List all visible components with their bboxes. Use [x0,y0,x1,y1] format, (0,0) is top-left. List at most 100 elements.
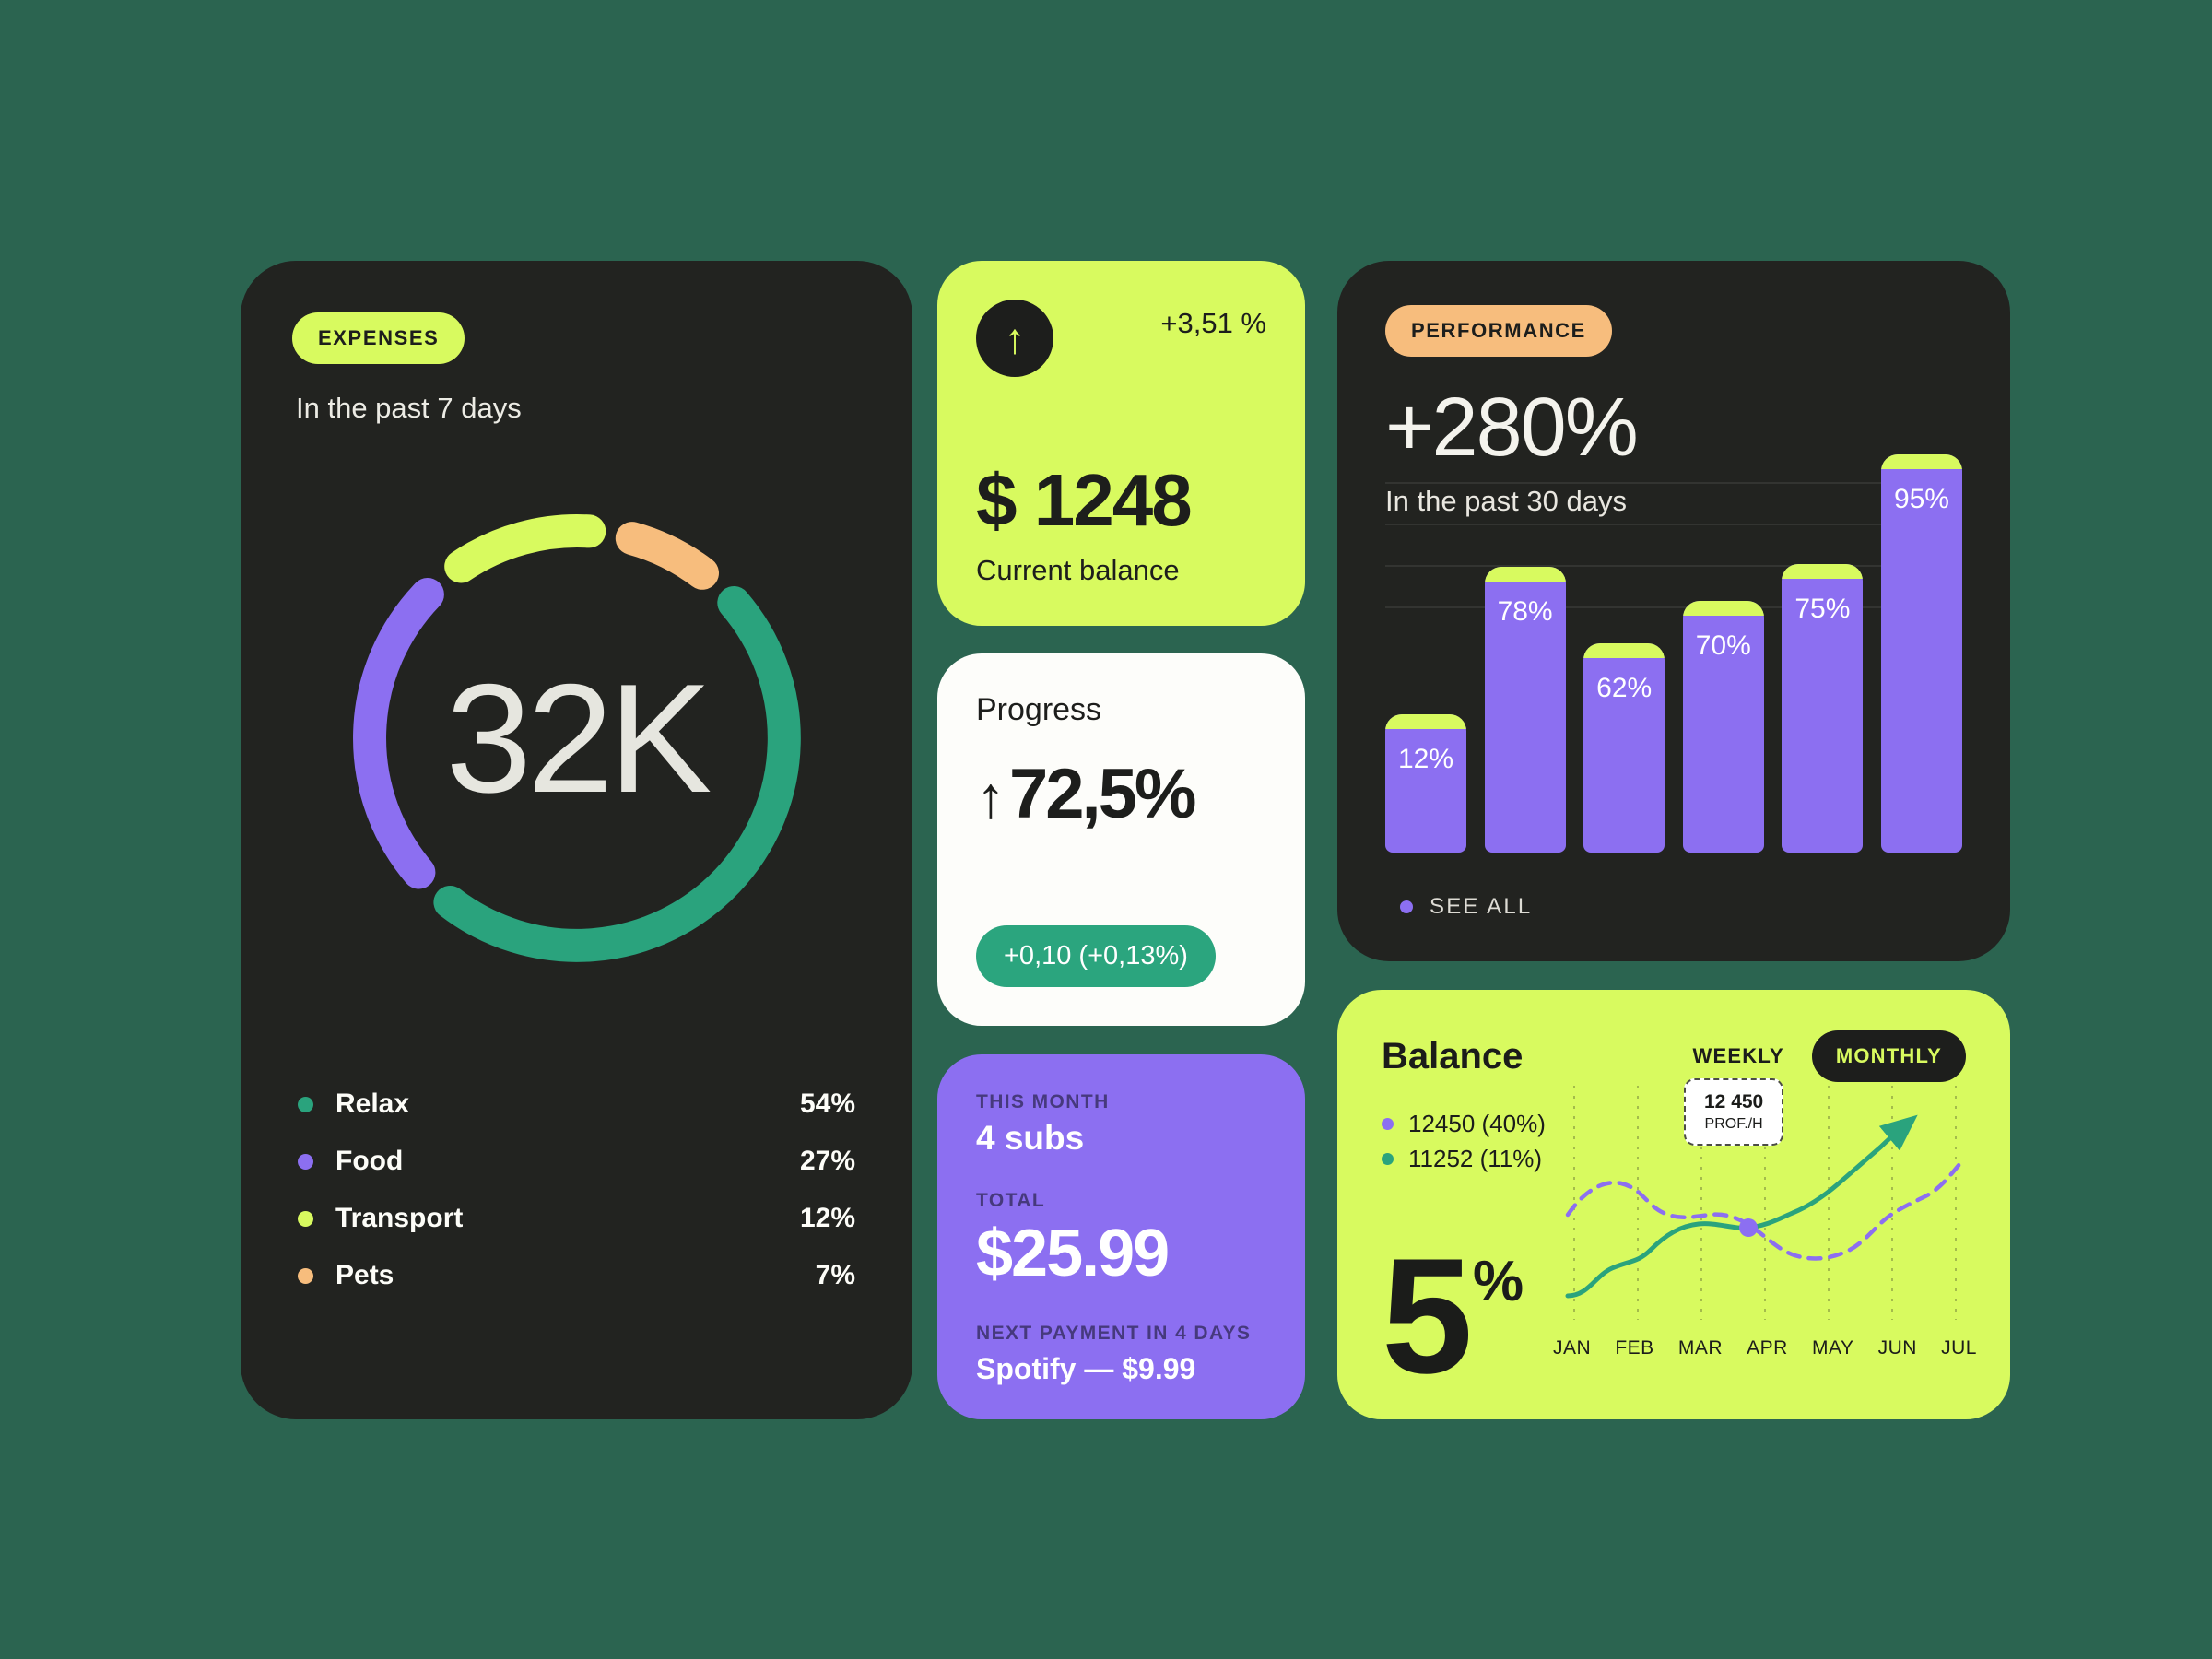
legend-value: 12% [799,1203,855,1233]
balance-amount: $ 1248 [976,459,1193,541]
subs-next-payment: Spotify — $9.99 [976,1352,1196,1385]
bar-3: 62% [1583,643,1665,853]
legend-item-pets: Pets 7% [298,1247,855,1304]
bar-value-label: 12% [1397,744,1454,774]
bar-value-label: 62% [1596,673,1653,703]
month-label: JUN [1877,1337,1917,1359]
balance-title: Balance [1382,1035,1524,1077]
donut-segment-food [352,578,444,889]
performance-subtitle: In the past 30 days [1385,485,1627,517]
subs-next-label: NEXT PAYMENT IN 4 DAYS [976,1323,1252,1344]
series2-label: 11252 (11%) [1408,1144,1543,1172]
chart-marker-dot [1739,1218,1758,1237]
progress-delta-pill: +0,10 (+0,13%) [976,925,1216,987]
bar-cap [1484,567,1566,582]
legend-item-series1: 12450 (40%) [1382,1106,1966,1141]
subs-total-label: TOTAL [976,1189,1046,1211]
bar-value-label: 75% [1794,594,1851,624]
legend-item-relax: Relax 54% [298,1076,855,1133]
legend-value: 27% [799,1146,855,1176]
performance-bar-chart: 12% 78% 62% 70% 75% 95% [1385,447,1962,853]
performance-headline: +280% [1385,382,1639,474]
subs-count: 4 subs [976,1119,1085,1157]
transport-dot-icon [298,1210,313,1227]
legend-item-series2: 11252 (11%) [1382,1141,1966,1176]
chart-tooltip: 12 450 PROF./H [1684,1078,1784,1146]
big-value-number: 5 [1382,1224,1473,1408]
current-balance-card: ↑ +3,51 % $ 1248 Current balance [937,261,1305,626]
expenses-legend: Relax 54% Food 27% Transport 12% Pets 7% [292,1076,861,1304]
expenses-subtitle: In the past 7 days [296,392,522,424]
balance-big-value: 5 % [1382,1224,1524,1408]
balance-chart-card: Balance WEEKLY MONTHLY 12450 (40%) 11252… [1337,990,2010,1419]
bar-cap [1385,714,1466,729]
bar-6: 95% [1880,454,1962,853]
gridline [1385,482,1962,484]
bar-1: 12% [1385,714,1466,853]
bar-5: 75% [1782,564,1864,853]
bar-2: 78% [1484,567,1566,853]
expenses-badge: EXPENSES [292,312,465,364]
legend-label: Pets [335,1260,394,1290]
month-axis: JAN FEB MAR APR MAY JUN JUL [1553,1337,1977,1359]
month-label: APR [1747,1337,1788,1359]
see-all-button[interactable]: SEE ALL [1394,893,1537,921]
donut-segment-relax [432,586,801,962]
balance-label: Current balance [976,554,1180,586]
arrow-up-icon: ↑ [976,764,1006,830]
balance-top-row: ↑ +3,51 % [976,300,1266,377]
donut-center-value: 32K [445,651,712,825]
balance-line-chart: 12 450 PROF./H JAN FEB MAR APR MAY JUN J… [1553,1078,1977,1382]
legend-item-transport: Transport 12% [298,1190,855,1247]
performance-badge: PERFORMANCE [1385,305,1612,357]
period-toggle: WEEKLY MONTHLY [1688,1030,1966,1082]
arrow-up-icon: ↑ [976,300,1053,377]
donut-segment-pets [615,522,719,590]
month-label: FEB [1615,1337,1654,1359]
subs-total-amount: $25.99 [976,1216,1170,1290]
gridline [1385,565,1962,567]
bar-value-label: 78% [1497,596,1553,627]
arrow-up-glyph: ↑ [1004,314,1026,362]
series2-dot-icon [1382,1152,1394,1165]
expenses-card: EXPENSES In the past 7 days 32K Relax 54… [241,261,912,1419]
performance-card: PERFORMANCE +280% In the past 30 days 12… [1337,261,2010,961]
bar-value-label: 95% [1893,484,1949,514]
bar-cap [1583,643,1665,658]
line-chart-svg [1565,1086,1963,1320]
weekly-button[interactable]: WEEKLY [1688,1043,1790,1069]
series-solid-line [1565,1114,1918,1299]
month-label: JUL [1941,1337,1977,1359]
progress-title: Progress [976,692,1102,727]
legend-value: 7% [815,1260,855,1290]
see-all-label: SEE ALL [1430,894,1533,919]
month-gridlines [1573,1086,1957,1320]
balance-legend: 12450 (40%) 11252 (11%) [1382,1106,1966,1176]
see-all-dot-icon [1400,900,1413,913]
progress-value: ↑ 72,5% [976,754,1266,834]
month-label: MAY [1812,1337,1854,1359]
bar-cap [1880,454,1962,469]
legend-value: 54% [799,1088,855,1119]
tooltip-value: 12 450 [1704,1091,1764,1112]
subscriptions-card: THIS MONTH 4 subs TOTAL $25.99 NEXT PAYM… [937,1054,1305,1419]
series-dashed-line [1565,1160,1963,1261]
subs-total-block: TOTAL $25.99 [976,1190,1266,1291]
bar-cap [1782,564,1864,579]
legend-label: Relax [335,1088,410,1119]
expenses-donut-chart: 32K [300,462,853,1015]
series1-dot-icon [1382,1117,1394,1130]
monthly-button[interactable]: MONTHLY [1811,1030,1966,1082]
donut-svg [352,514,801,962]
gridline [1385,606,1962,608]
subs-period-label: THIS MONTH [976,1091,1110,1112]
progress-card: Progress ↑ 72,5% +0,10 (+0,13%) [937,653,1305,1026]
food-dot-icon [298,1153,313,1170]
legend-label: Food [335,1146,404,1176]
legend-item-food: Food 27% [298,1133,855,1190]
bar-cap [1682,601,1764,616]
balance-header: Balance WEEKLY MONTHLY [1382,1030,1966,1082]
gridline [1385,524,1962,525]
subs-next-block: NEXT PAYMENT IN 4 DAYS Spotify — $9.99 [976,1323,1266,1386]
